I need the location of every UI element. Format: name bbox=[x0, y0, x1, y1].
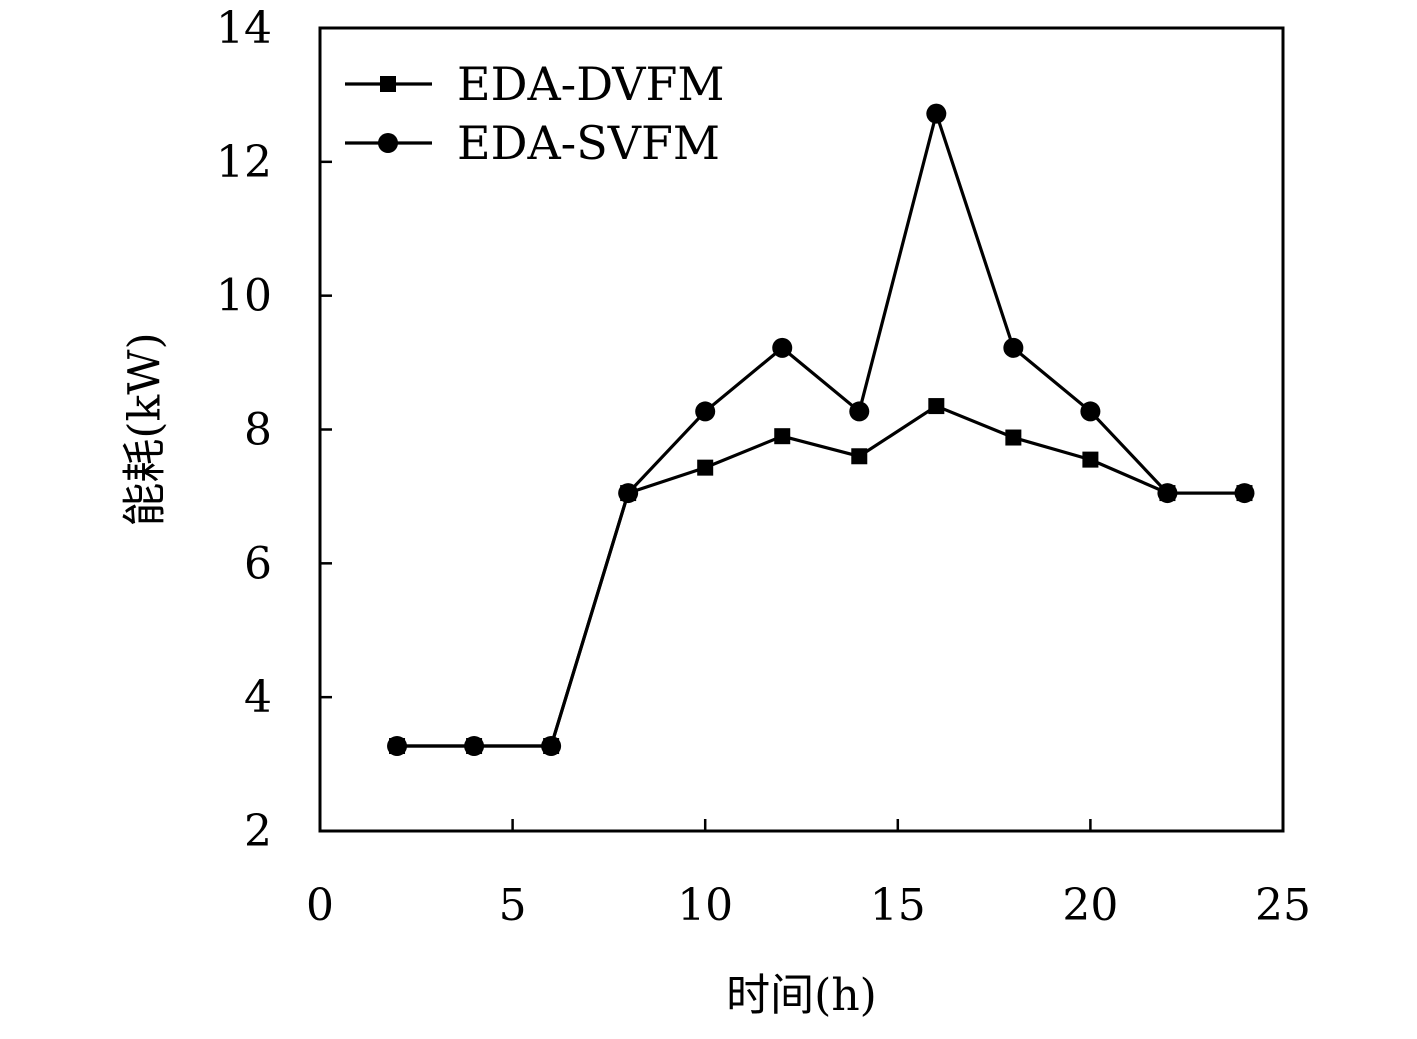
ticks-layer: 0 5 10 15 20 25 2 4 6 8 10 12 14 bbox=[216, 3, 1311, 931]
series-line bbox=[397, 112, 1245, 748]
data-point-marker bbox=[695, 401, 716, 422]
plot-area-frame bbox=[318, 26, 1285, 833]
y-tick-label: 12 bbox=[216, 137, 272, 188]
x-tick-label: 20 bbox=[1062, 880, 1118, 931]
series-eda-dvfm bbox=[389, 398, 1253, 755]
y-axis-label: 能耗(kW) bbox=[120, 332, 171, 526]
data-point-marker bbox=[774, 428, 791, 445]
data-point-marker bbox=[1080, 401, 1101, 422]
legend-entry: EDA-DVFM bbox=[345, 57, 725, 111]
data-point-marker bbox=[1003, 337, 1024, 358]
x-tick-label: 10 bbox=[677, 880, 733, 931]
data-point-marker bbox=[543, 738, 560, 755]
series-layer bbox=[387, 103, 1255, 757]
data-point-marker bbox=[697, 459, 714, 476]
data-point-marker bbox=[849, 401, 870, 422]
data-point-marker bbox=[1159, 485, 1176, 502]
data-point-marker bbox=[928, 398, 945, 415]
x-tick-label: 15 bbox=[870, 880, 926, 931]
data-point-marker bbox=[851, 448, 868, 465]
y-tick-label: 2 bbox=[244, 806, 272, 857]
y-tick-label: 8 bbox=[244, 405, 272, 456]
y-tick-label: 6 bbox=[244, 538, 272, 589]
legend-label: EDA-SVFM bbox=[457, 116, 720, 170]
data-point-marker bbox=[466, 738, 483, 755]
y-tick-label: 4 bbox=[244, 672, 272, 723]
data-point-marker bbox=[1082, 451, 1099, 468]
x-tick-label: 25 bbox=[1255, 880, 1311, 931]
legend-marker bbox=[380, 76, 396, 92]
data-point-marker bbox=[772, 337, 793, 358]
x-tick-label: 0 bbox=[306, 880, 334, 931]
data-point-marker bbox=[1236, 485, 1253, 502]
y-tick-label: 10 bbox=[216, 271, 272, 322]
legend-label: EDA-DVFM bbox=[457, 57, 725, 111]
data-point-marker bbox=[1005, 429, 1022, 446]
data-point-marker bbox=[620, 485, 637, 502]
series-line bbox=[397, 404, 1245, 748]
legend-entry: EDA-SVFM bbox=[345, 116, 720, 170]
data-point-marker bbox=[926, 103, 947, 124]
series-eda-svfm bbox=[387, 103, 1255, 757]
legend-marker bbox=[378, 133, 398, 153]
data-point-marker bbox=[389, 738, 406, 755]
x-tick-label: 5 bbox=[499, 880, 527, 931]
y-tick-label: 14 bbox=[216, 3, 272, 54]
x-axis-label: 时间(h) bbox=[726, 970, 877, 1021]
